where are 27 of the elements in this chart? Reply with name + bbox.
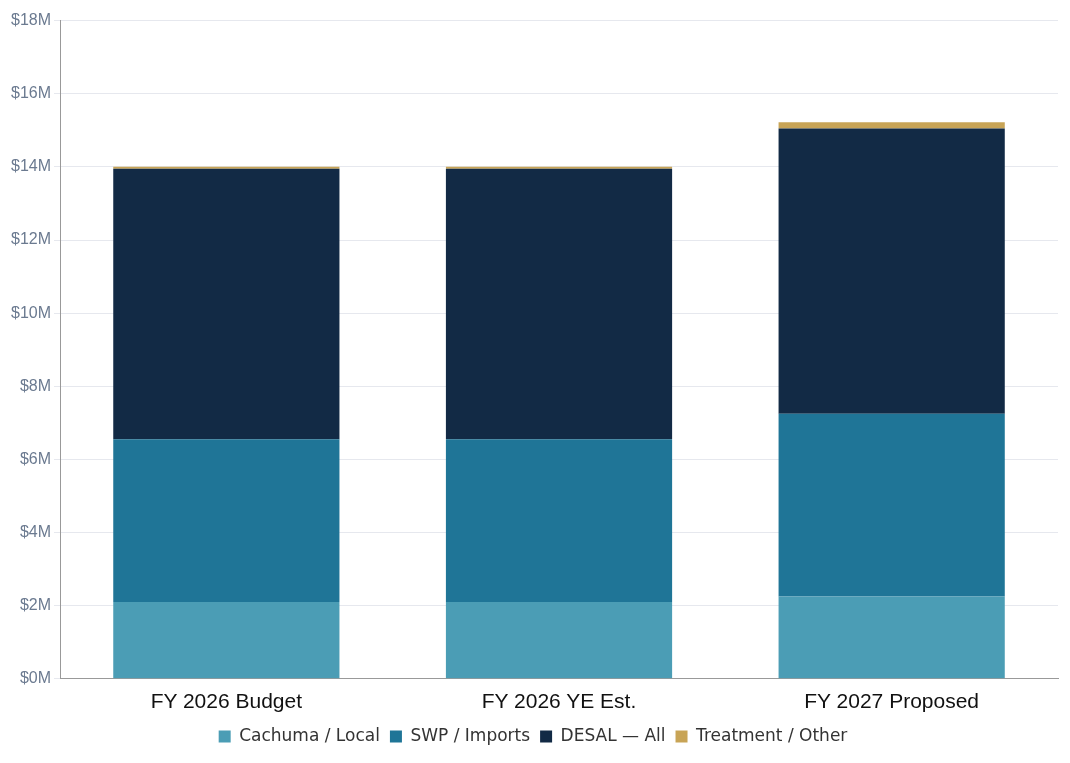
bar [113,168,340,440]
bar [113,602,340,679]
y-tick-label: $12M [10,230,52,248]
bar [778,128,1005,414]
x-tick-label: FY 2026 Budget [150,689,303,713]
bar [445,168,673,440]
y-tick-label: $16M [10,84,52,102]
y-tick-label: $6M [19,449,52,467]
y-tick-label: $18M [10,11,52,29]
bar [778,122,1005,129]
bar [778,413,1005,597]
bar [445,602,673,679]
x-tick-label: FY 2027 Proposed [804,689,980,713]
x-tick-label: FY 2026 YE Est. [481,689,637,713]
y-tick-label: $2M [19,596,52,614]
bar [113,439,340,603]
y-tick-label: $0M [19,669,52,687]
legend-label: DESAL — All [560,724,666,745]
y-tick-label: $14M [10,157,52,175]
legend-label: SWP / Imports [410,724,531,745]
y-tick-label: $4M [19,522,52,540]
legend-label: Cachuma / Local [239,724,380,745]
bar [778,596,1005,679]
bar [445,439,673,603]
y-tick-label: $8M [19,376,52,394]
legend-label: Treatment / Other [695,724,848,745]
y-tick-label: $10M [10,303,52,321]
